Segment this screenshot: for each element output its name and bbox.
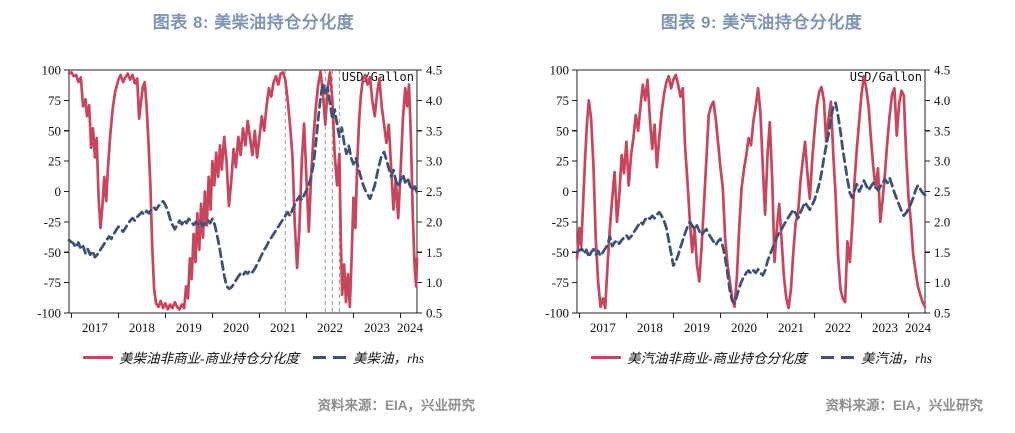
svg-text:75: 75 [48, 93, 61, 108]
svg-text:2022: 2022 [317, 320, 343, 335]
svg-text:-75: -75 [44, 275, 61, 290]
svg-text:0.5: 0.5 [934, 306, 950, 321]
solid-line-icon [82, 355, 113, 359]
svg-text:2024: 2024 [905, 320, 932, 335]
legend-item-price: 美汽油，rhs [820, 347, 932, 367]
svg-text:2.0: 2.0 [934, 214, 950, 229]
svg-text:1.5: 1.5 [934, 245, 950, 260]
spread-series-line [67, 69, 419, 311]
svg-text:3.0: 3.0 [426, 154, 442, 169]
svg-text:2017: 2017 [82, 320, 109, 335]
svg-text:25: 25 [48, 154, 61, 169]
svg-text:-50: -50 [44, 245, 61, 260]
svg-text:2018: 2018 [637, 320, 663, 335]
svg-text:-25: -25 [44, 214, 61, 229]
svg-text:50: 50 [48, 123, 61, 138]
diesel-positioning-chart: 100 75 50 25 0 -25 -50 -75 -100 4.5 4.0 3.5 3.0 2.5 2.… [37, 63, 442, 336]
svg-text:2023: 2023 [872, 320, 898, 335]
dashed-line-icon [820, 355, 855, 359]
svg-text:-25: -25 [552, 214, 569, 229]
solid-line-icon [590, 355, 621, 359]
legend-label: 美柴油，rhs [352, 351, 424, 366]
legend-label: 美汽油非商业-商业持仓分化度 [626, 351, 807, 366]
right-axis-unit-label: USD/Gallon [850, 70, 922, 84]
legend: 美柴油非商业-商业持仓分化度 美柴油，rhs [0, 346, 507, 368]
svg-text:-100: -100 [37, 306, 61, 321]
svg-text:2022: 2022 [825, 320, 851, 335]
axes: 100 75 50 25 0 -25 -50 -75 -100 4.5 4.0 3.5 3.0 2.5 2.… [545, 63, 950, 336]
right-axis-unit-label: USD/Gallon [342, 70, 414, 84]
legend-item-spread: 美汽油非商业-商业持仓分化度 [590, 347, 807, 367]
svg-text:2024: 2024 [397, 320, 424, 335]
svg-text:3.5: 3.5 [934, 123, 950, 138]
gasoline-positioning-chart: 100 75 50 25 0 -25 -50 -75 -100 4.5 4.0 3.5 3.0 2.5 2.… [545, 63, 950, 336]
svg-text:2021: 2021 [270, 320, 296, 335]
chart-title: 图表 9: 美汽油持仓分化度 [660, 13, 863, 32]
svg-text:3.0: 3.0 [934, 154, 950, 169]
svg-text:25: 25 [556, 154, 569, 169]
svg-text:2021: 2021 [778, 320, 804, 335]
svg-text:2.5: 2.5 [934, 184, 950, 199]
svg-text:4.5: 4.5 [426, 63, 442, 78]
svg-text:1.0: 1.0 [934, 275, 950, 290]
figure-panel-diesel: 图表 8: 美柴油持仓分化度 100 75 50 25 0 -25 -50 -75 -100 4.… [0, 0, 507, 433]
source-note: 资料来源：EIA，兴业研究 [825, 398, 983, 413]
svg-text:3.5: 3.5 [426, 123, 442, 138]
svg-text:100: 100 [550, 63, 570, 78]
chart-title: 图表 8: 美柴油持仓分化度 [152, 13, 355, 32]
svg-text:75: 75 [556, 93, 569, 108]
figure-panel-gasoline: 图表 9: 美汽油持仓分化度 100 75 50 25 0 -25 -50 -75 -100 4.… [508, 0, 1015, 433]
svg-text:2023: 2023 [364, 320, 390, 335]
svg-text:2020: 2020 [731, 320, 757, 335]
svg-text:2017: 2017 [590, 320, 617, 335]
legend-label: 美汽油，rhs [860, 351, 932, 366]
svg-text:0: 0 [563, 184, 570, 199]
svg-text:2019: 2019 [684, 320, 710, 335]
svg-text:1.0: 1.0 [426, 275, 442, 290]
svg-text:50: 50 [556, 123, 569, 138]
legend-item-price: 美柴油，rhs [312, 347, 424, 367]
source-note: 资料来源：EIA，兴业研究 [317, 398, 475, 413]
svg-text:0.5: 0.5 [426, 306, 442, 321]
svg-text:4.5: 4.5 [934, 63, 950, 78]
axes: 100 75 50 25 0 -25 -50 -75 -100 4.5 4.0 3.5 3.0 2.5 2.… [37, 63, 442, 336]
svg-text:1.5: 1.5 [426, 245, 442, 260]
svg-text:2.0: 2.0 [426, 214, 442, 229]
svg-text:2019: 2019 [176, 320, 202, 335]
legend-label: 美柴油非商业-商业持仓分化度 [118, 351, 299, 366]
legend-item-spread: 美柴油非商业-商业持仓分化度 [82, 347, 299, 367]
dashed-line-icon [312, 355, 347, 359]
svg-text:2.5: 2.5 [426, 184, 442, 199]
svg-text:100: 100 [42, 63, 62, 78]
svg-text:4.0: 4.0 [426, 93, 442, 108]
legend: 美汽油非商业-商业持仓分化度 美汽油，rhs [508, 346, 1015, 368]
svg-text:-75: -75 [552, 275, 569, 290]
svg-text:2018: 2018 [129, 320, 155, 335]
svg-text:4.0: 4.0 [934, 93, 950, 108]
price-series-line [67, 82, 419, 291]
svg-text:-100: -100 [545, 306, 569, 321]
svg-text:0: 0 [55, 184, 62, 199]
spread-series-line [575, 73, 927, 310]
svg-text:2020: 2020 [223, 320, 249, 335]
price-series-line [575, 101, 927, 305]
svg-text:-50: -50 [552, 245, 569, 260]
plot-border [576, 69, 926, 314]
